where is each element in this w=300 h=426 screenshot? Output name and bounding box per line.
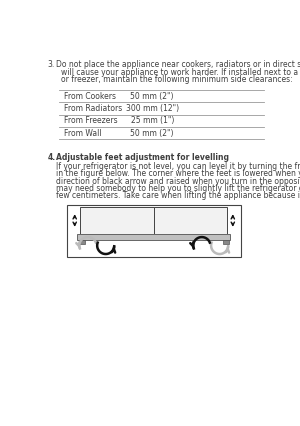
Bar xyxy=(80,207,154,234)
Text: 3.: 3. xyxy=(48,60,55,69)
Text: 4.: 4. xyxy=(48,153,56,162)
Text: From Radiators: From Radiators xyxy=(64,104,122,113)
Bar xyxy=(154,207,227,234)
Bar xyxy=(77,234,230,240)
Text: 50 mm (2"): 50 mm (2") xyxy=(130,129,174,138)
Text: Do not place the appliance near cookers, radiators or in direct sunlight as this: Do not place the appliance near cookers,… xyxy=(56,60,300,69)
Bar xyxy=(67,205,241,257)
Text: in the figure below. The corner where the feet is lowered when you turn in the: in the figure below. The corner where th… xyxy=(56,169,300,178)
Text: Adjustable feet adjustment for levelling: Adjustable feet adjustment for levelling xyxy=(56,153,229,162)
Text: few centimeters. Take care when lifting the appliance because it is very heavy.: few centimeters. Take care when lifting … xyxy=(56,191,300,200)
Bar xyxy=(79,240,85,244)
Text: From Cookers: From Cookers xyxy=(64,92,116,101)
Text: may need somebody to help you to slightly lift the refrigerator off the floor fo: may need somebody to help you to slightl… xyxy=(56,184,300,193)
Text: 25 mm (1"): 25 mm (1") xyxy=(130,116,174,125)
Text: direction of black arrow and raised when you turn in the opposite direction. You: direction of black arrow and raised when… xyxy=(56,177,300,186)
Bar xyxy=(223,240,229,244)
Text: or freezer, maintain the following minimum side clearances:: or freezer, maintain the following minim… xyxy=(61,75,292,84)
Text: 50 mm (2"): 50 mm (2") xyxy=(130,92,174,101)
Text: will cause your appliance to work harder. If installed next to a source of heat: will cause your appliance to work harder… xyxy=(61,68,300,77)
Text: From Wall: From Wall xyxy=(64,129,101,138)
Text: If your refrigerator is not level, you can level it by turning the front feet as: If your refrigerator is not level, you c… xyxy=(56,162,300,171)
Text: 300 mm (12"): 300 mm (12") xyxy=(126,104,179,113)
Text: From Freezers: From Freezers xyxy=(64,116,118,125)
